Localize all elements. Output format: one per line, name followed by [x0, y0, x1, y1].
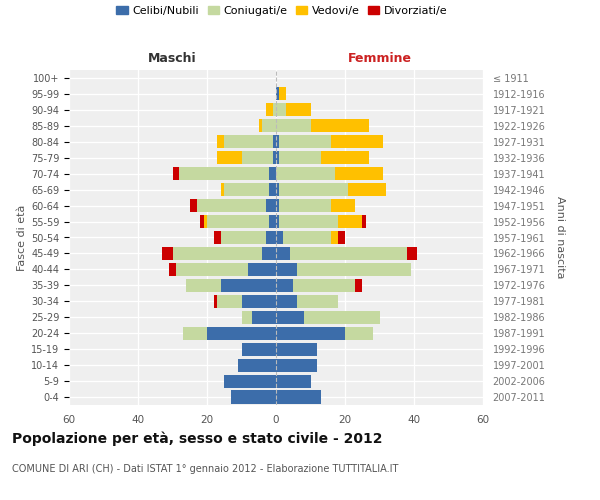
Bar: [290, 247, 407, 260]
Bar: [335, 167, 383, 180]
Bar: [276, 247, 290, 260]
Bar: [280, 183, 349, 196]
Bar: [276, 215, 280, 228]
Bar: [296, 263, 410, 276]
Bar: [266, 104, 272, 117]
Bar: [252, 310, 276, 324]
Bar: [241, 310, 252, 324]
Bar: [276, 135, 280, 148]
Bar: [272, 135, 276, 148]
Bar: [331, 199, 355, 212]
Bar: [276, 310, 304, 324]
Bar: [217, 135, 224, 148]
Bar: [214, 295, 217, 308]
Bar: [241, 295, 276, 308]
Bar: [276, 199, 280, 212]
Bar: [276, 390, 321, 404]
Bar: [331, 231, 338, 244]
Bar: [224, 135, 272, 148]
Bar: [362, 215, 366, 228]
Bar: [187, 279, 221, 292]
Bar: [407, 247, 418, 260]
Bar: [280, 199, 331, 212]
Bar: [276, 295, 296, 308]
Bar: [276, 279, 293, 292]
Y-axis label: Fasce di età: Fasce di età: [17, 204, 27, 270]
Bar: [173, 247, 262, 260]
Bar: [272, 151, 276, 164]
Bar: [276, 358, 317, 372]
Bar: [248, 263, 276, 276]
Bar: [272, 104, 276, 117]
Bar: [266, 231, 276, 244]
Bar: [276, 104, 286, 117]
Bar: [207, 215, 269, 228]
Bar: [280, 135, 331, 148]
Bar: [262, 247, 276, 260]
Bar: [242, 151, 272, 164]
Bar: [197, 199, 266, 212]
Bar: [183, 326, 207, 340]
Text: Femmine: Femmine: [347, 52, 412, 65]
Legend: Celibi/Nubili, Coniugati/e, Vedovi/e, Divorziati/e: Celibi/Nubili, Coniugati/e, Vedovi/e, Di…: [116, 6, 448, 16]
Bar: [276, 326, 345, 340]
Bar: [345, 326, 373, 340]
Text: Maschi: Maschi: [148, 52, 197, 65]
Bar: [296, 295, 338, 308]
Bar: [241, 342, 276, 355]
Bar: [269, 215, 276, 228]
Bar: [338, 215, 362, 228]
Bar: [217, 295, 241, 308]
Bar: [207, 326, 276, 340]
Bar: [203, 215, 207, 228]
Bar: [304, 310, 380, 324]
Bar: [349, 183, 386, 196]
Bar: [262, 120, 276, 132]
Bar: [276, 374, 311, 388]
Bar: [169, 263, 176, 276]
Bar: [276, 183, 280, 196]
Bar: [276, 231, 283, 244]
Bar: [238, 358, 276, 372]
Bar: [276, 88, 280, 101]
Bar: [266, 199, 276, 212]
Bar: [179, 167, 269, 180]
Bar: [276, 151, 280, 164]
Bar: [280, 151, 321, 164]
Bar: [221, 183, 224, 196]
Bar: [269, 183, 276, 196]
Bar: [221, 231, 266, 244]
Bar: [338, 231, 345, 244]
Bar: [276, 120, 311, 132]
Bar: [276, 167, 335, 180]
Bar: [162, 247, 173, 260]
Bar: [311, 120, 369, 132]
Bar: [224, 183, 269, 196]
Bar: [176, 263, 248, 276]
Bar: [276, 342, 317, 355]
Bar: [221, 279, 276, 292]
Bar: [280, 88, 286, 101]
Bar: [321, 151, 369, 164]
Bar: [269, 167, 276, 180]
Bar: [231, 390, 276, 404]
Bar: [190, 199, 197, 212]
Text: COMUNE DI ARI (CH) - Dati ISTAT 1° gennaio 2012 - Elaborazione TUTTITALIA.IT: COMUNE DI ARI (CH) - Dati ISTAT 1° genna…: [12, 464, 398, 474]
Bar: [286, 104, 311, 117]
Y-axis label: Anni di nascita: Anni di nascita: [555, 196, 565, 279]
Text: Popolazione per età, sesso e stato civile - 2012: Popolazione per età, sesso e stato civil…: [12, 431, 383, 446]
Bar: [331, 135, 383, 148]
Bar: [276, 263, 296, 276]
Bar: [283, 231, 331, 244]
Bar: [259, 120, 262, 132]
Bar: [200, 215, 203, 228]
Bar: [214, 231, 221, 244]
Bar: [355, 279, 362, 292]
Bar: [293, 279, 355, 292]
Bar: [173, 167, 179, 180]
Bar: [217, 151, 241, 164]
Bar: [224, 374, 276, 388]
Bar: [280, 215, 338, 228]
